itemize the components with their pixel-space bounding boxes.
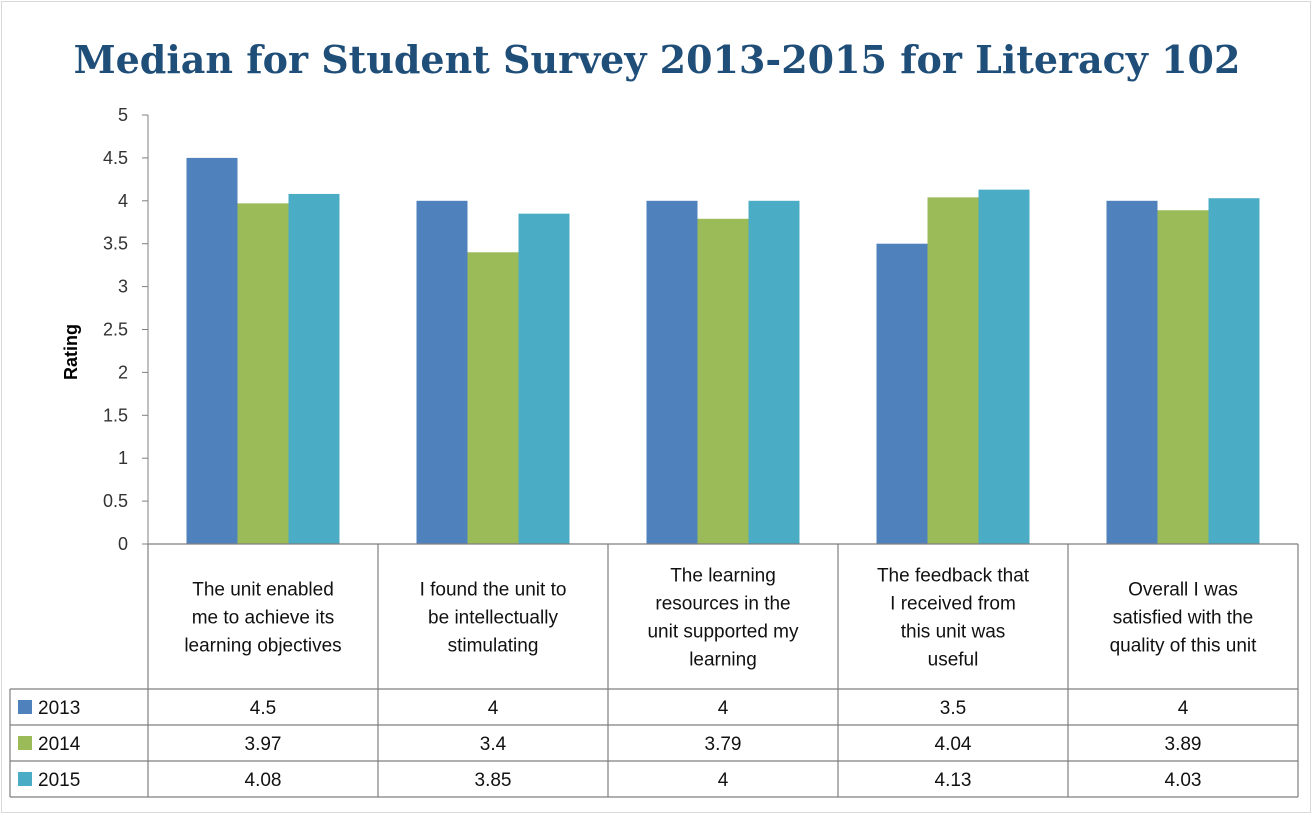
legend-label-2015: 2015 <box>38 770 80 791</box>
data-label-2013-4: 3.5 <box>940 698 966 719</box>
data-label-2013-3: 4 <box>718 698 729 719</box>
category-label-line: unit supported my <box>647 622 799 643</box>
category-label-line: The feedback that <box>877 566 1030 587</box>
legend-swatch-2015 <box>18 772 32 786</box>
data-label-2013-5: 4 <box>1178 698 1189 719</box>
category-label-line: The learning <box>670 566 776 587</box>
bar-2014-4 <box>927 197 979 545</box>
category-label-line: I received from <box>890 594 1016 615</box>
y-tick-label: 2.5 <box>103 320 128 340</box>
y-tick-label: 3 <box>118 277 128 297</box>
category-label-line: I found the unit to <box>420 580 567 601</box>
category-label-line: The unit enabled <box>192 580 334 601</box>
y-tick-label: 4.5 <box>103 148 128 168</box>
data-label-2015-1: 4.08 <box>245 770 282 791</box>
bar-2014-5 <box>1157 210 1209 544</box>
data-label-2013-2: 4 <box>488 698 499 719</box>
bar-2014-3 <box>697 218 749 544</box>
bar-2013-2 <box>416 200 468 545</box>
data-label-2014-1: 3.97 <box>245 734 282 755</box>
data-label-2015-2: 3.85 <box>475 770 512 791</box>
y-tick-label: 0.5 <box>103 491 128 511</box>
data-label-2014-4: 4.04 <box>935 734 972 755</box>
bar-2015-3 <box>748 200 800 545</box>
data-label-2015-4: 4.13 <box>935 770 972 791</box>
bar-2014-1 <box>237 203 289 544</box>
category-label-line: this unit was <box>901 622 1006 643</box>
y-tick-label: 1 <box>118 448 128 468</box>
category-label: Overall I was satisfied with the quality o… <box>1110 580 1258 657</box>
data-label-2014-2: 3.4 <box>480 734 507 755</box>
bar-2015-1 <box>288 193 340 544</box>
bar-2014-2 <box>467 252 519 544</box>
category-label-line: satisfied with the <box>1113 608 1253 629</box>
legend-label-2013: 2013 <box>38 698 80 719</box>
bar-2013-5 <box>1106 200 1158 545</box>
category-label-line: me to achieve its <box>192 608 335 629</box>
bar-2015-2 <box>518 213 570 545</box>
category-label-line: learning <box>689 650 757 671</box>
data-label-2014-5: 3.89 <box>1165 734 1202 755</box>
category-label-line: quality of this unit <box>1110 636 1258 657</box>
y-tick-label: 5 <box>118 105 128 125</box>
chart-title: Median for Student Survey 2013-2015 for … <box>73 37 1241 82</box>
category-label-line: useful <box>928 650 979 671</box>
category-label-line: stimulating <box>448 636 539 657</box>
category-label-line: resources in the <box>655 594 790 615</box>
category-label: The unit enabled me to achieve its learnin… <box>184 580 341 657</box>
bar-2013-1 <box>186 157 238 544</box>
bar-2015-5 <box>1208 198 1260 544</box>
category-label: The learning resources in the unit support… <box>647 566 799 671</box>
bar-2013-3 <box>646 200 698 545</box>
bar-2015-4 <box>978 189 1030 544</box>
data-label-2015-3: 4 <box>718 770 729 791</box>
y-tick-label: 3.5 <box>103 234 128 254</box>
category-label-line: learning objectives <box>184 636 341 657</box>
y-tick-label: 0 <box>118 534 128 554</box>
y-tick-label: 4 <box>118 191 128 211</box>
category-label: The feedback that I received from this uni… <box>877 566 1030 671</box>
data-label-2014-3: 3.79 <box>705 734 742 755</box>
legend-swatch-2014 <box>18 736 32 750</box>
y-tick-label: 1.5 <box>103 405 128 425</box>
legend-label-2014: 2014 <box>38 734 81 755</box>
legend-swatch-2013 <box>18 700 32 714</box>
category-label-line: Overall I was <box>1128 580 1238 601</box>
data-label-2015-5: 4.03 <box>1165 770 1202 791</box>
category-label: I found the unit to be intellectually stim… <box>420 580 567 657</box>
data-label-2013-1: 4.5 <box>250 698 276 719</box>
category-label-line: be intellectually <box>428 608 558 629</box>
bar-2013-4 <box>876 243 928 544</box>
y-tick-label: 2 <box>118 362 128 382</box>
